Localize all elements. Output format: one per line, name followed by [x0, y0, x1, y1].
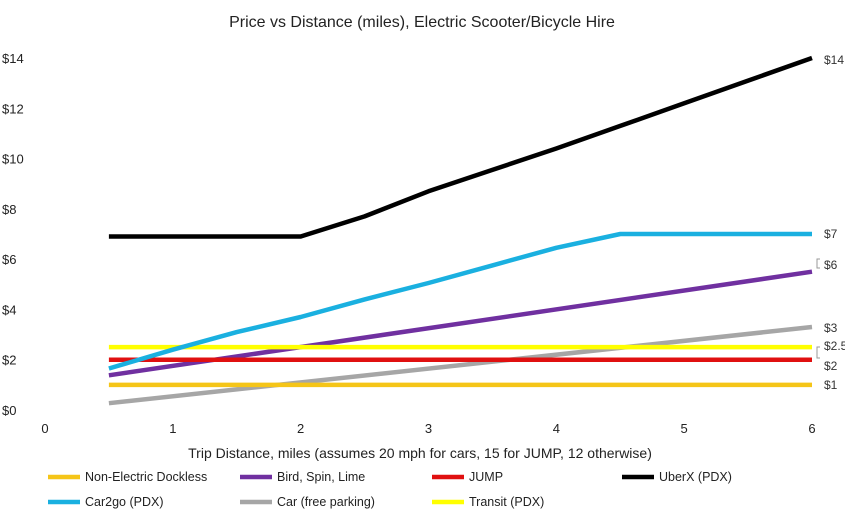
series-line	[108, 55, 813, 239]
data-label: $7	[824, 227, 838, 241]
legend-label: Non-Electric Dockless	[85, 470, 207, 484]
series-line	[108, 324, 813, 406]
leader-line	[816, 258, 820, 269]
legend-label: JUMP	[469, 470, 503, 484]
y-tick-label: $14	[2, 51, 24, 66]
x-axis: 0 1 2 3 4 5 6	[41, 421, 815, 436]
y-tick-label: $0	[2, 403, 16, 418]
x-tick-label: 1	[169, 421, 176, 436]
y-tick-label: $8	[2, 202, 16, 217]
legend: Non-Electric Dockless Bird, Spin, Lime JUM…	[48, 470, 732, 509]
y-tick-label: $12	[2, 101, 24, 116]
x-tick-label: 4	[553, 421, 560, 436]
data-label: $3	[824, 321, 838, 335]
x-tick-label: 3	[425, 421, 432, 436]
series-line	[108, 231, 812, 371]
y-tick-label: $10	[2, 152, 24, 167]
data-label: $1	[824, 378, 838, 392]
y-tick-label: $4	[2, 302, 16, 317]
data-label: $2	[824, 359, 838, 373]
legend-label: UberX (PDX)	[659, 470, 732, 484]
x-axis-label: Trip Distance, miles (assumes 20 mph for…	[188, 445, 652, 461]
data-label: $14	[824, 53, 844, 67]
y-tick-label: $6	[2, 252, 16, 267]
data-label: $6	[824, 258, 838, 272]
plot-area: $1 $6 $2 $14 $7 $3 $2.5	[108, 53, 845, 406]
x-tick-label: 5	[681, 421, 688, 436]
chart-title: Price vs Distance (miles), Electric Scoo…	[229, 14, 615, 31]
legend-label: Car (free parking)	[277, 495, 375, 509]
legend-label: Car2go (PDX)	[85, 495, 164, 509]
x-tick-label: 0	[41, 421, 48, 436]
legend-label: Transit (PDX)	[469, 495, 544, 509]
y-axis: $0 $2 $4 $6 $8 $10 $12 $14	[2, 51, 24, 418]
legend-label: Bird, Spin, Lime	[277, 470, 365, 484]
x-tick-label: 6	[808, 421, 815, 436]
x-tick-label: 2	[297, 421, 304, 436]
leader-line	[816, 346, 820, 359]
y-tick-label: $2	[2, 353, 16, 368]
data-label: $2.5	[824, 339, 845, 353]
